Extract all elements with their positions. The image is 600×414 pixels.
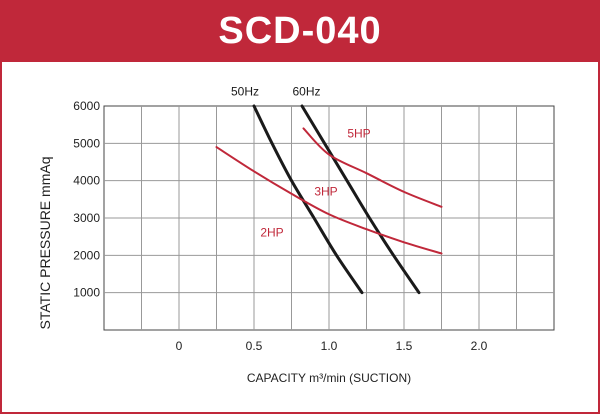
chart-title: SCD-040 <box>218 10 382 52</box>
tick-labels: 0 0.5 1.0 1.5 2.0 1000 2000 3000 4000 5000 6000 <box>73 99 487 353</box>
y-tick-label: 4000 <box>73 174 100 188</box>
series-label-60hz: 60Hz <box>292 85 320 99</box>
y-axis-label: STATIC PRESSURE mmAq <box>37 157 53 330</box>
grid <box>103 105 555 331</box>
x-tick-label: 0 <box>176 339 183 353</box>
curve-60hz <box>300 104 421 295</box>
y-tick-label: 1000 <box>73 286 100 300</box>
x-tick-label: 2.0 <box>471 339 488 353</box>
series-labels: 50Hz 60Hz 5HP 3HP 2HP <box>231 85 371 240</box>
x-tick-label: 0.5 <box>246 339 263 353</box>
x-tick-label: 1.5 <box>396 339 413 353</box>
x-axis-label: CAPACITY m³/min (SUCTION) <box>247 371 411 385</box>
y-tick-label: 6000 <box>73 99 100 113</box>
series-label-50hz: 50Hz <box>231 85 259 99</box>
curve-3hp <box>215 146 443 255</box>
title-banner <box>0 0 600 62</box>
pressure-capacity-chart: 0 0.5 1.0 1.5 2.0 1000 2000 3000 4000 5000 6000 50… <box>37 85 555 385</box>
y-tick-label: 2000 <box>73 248 100 262</box>
y-tick-label: 3000 <box>73 211 100 225</box>
series-label-2hp: 2HP <box>260 226 283 240</box>
curve-5hp <box>302 127 443 208</box>
series-label-3hp: 3HP <box>314 185 337 199</box>
y-tick-label: 5000 <box>73 136 100 150</box>
series-label-5hp: 5HP <box>347 127 370 141</box>
curves <box>215 104 443 295</box>
x-tick-label: 1.0 <box>321 339 338 353</box>
